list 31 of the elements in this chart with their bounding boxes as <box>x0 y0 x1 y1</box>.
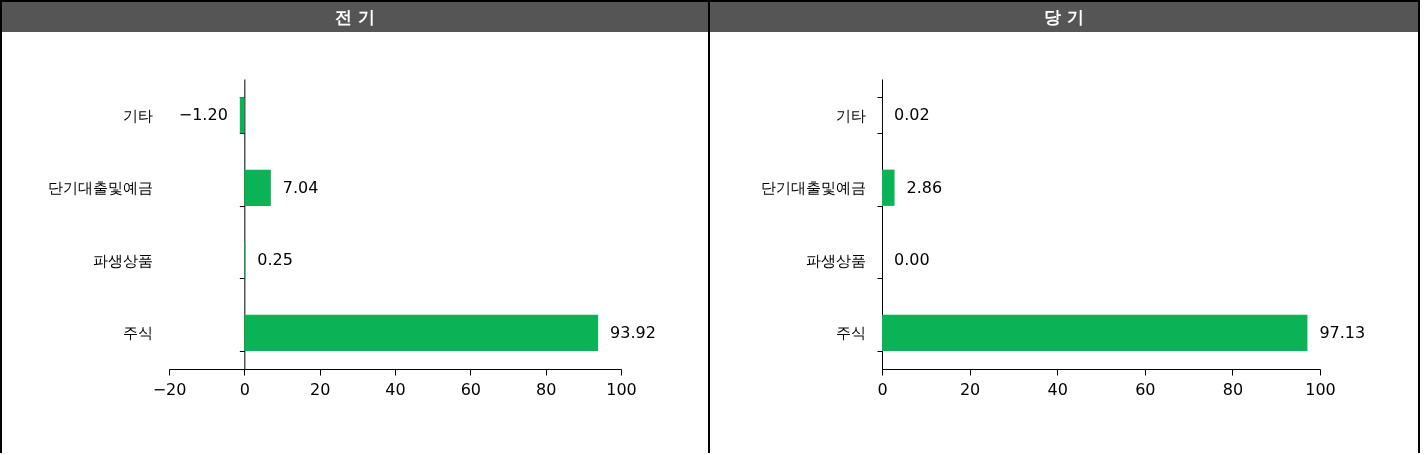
x-tick-label: 40 <box>1047 379 1068 399</box>
y-tick-label: 파생상품 <box>805 251 866 270</box>
data-label: 2.86 <box>906 177 943 197</box>
x-tick-label: 80 <box>1222 379 1244 399</box>
x-tick-label: 100 <box>606 379 637 399</box>
y-tick-label: 기타 <box>835 106 866 125</box>
x-tick-label: 0 <box>877 379 888 399</box>
x-tick-label: 80 <box>535 379 557 399</box>
x-tick-label: 60 <box>460 379 482 399</box>
data-label: 7.04 <box>282 177 319 197</box>
data-label: 97.13 <box>1319 322 1366 342</box>
data-label: 93.92 <box>610 322 656 342</box>
y-tick-label: 기타 <box>122 106 153 125</box>
chart-title: 전 기 <box>2 2 708 32</box>
data-label: 0.25 <box>257 250 293 270</box>
y-tick-label: 주식 <box>122 324 153 343</box>
x-tick-label: −20 <box>152 379 187 399</box>
y-tick-label: 단기대출및예금 <box>760 179 866 198</box>
data-label: 0.00 <box>894 250 930 270</box>
data-label: 0.02 <box>894 105 930 125</box>
y-tick-label: 단기대출및예금 <box>47 179 153 198</box>
chart-title: 당 기 <box>710 2 1418 32</box>
y-tick-label: 파생상품 <box>92 251 153 270</box>
y-tick-label: 주식 <box>835 324 866 343</box>
x-tick-label: 0 <box>239 379 250 399</box>
x-tick-label: 40 <box>385 379 406 399</box>
x-tick-label: 60 <box>1135 379 1156 399</box>
x-tick-label: 20 <box>309 379 331 399</box>
data-label: −1.20 <box>178 105 228 125</box>
x-tick-label: 20 <box>959 379 981 399</box>
x-tick-label: 100 <box>1305 379 1336 399</box>
